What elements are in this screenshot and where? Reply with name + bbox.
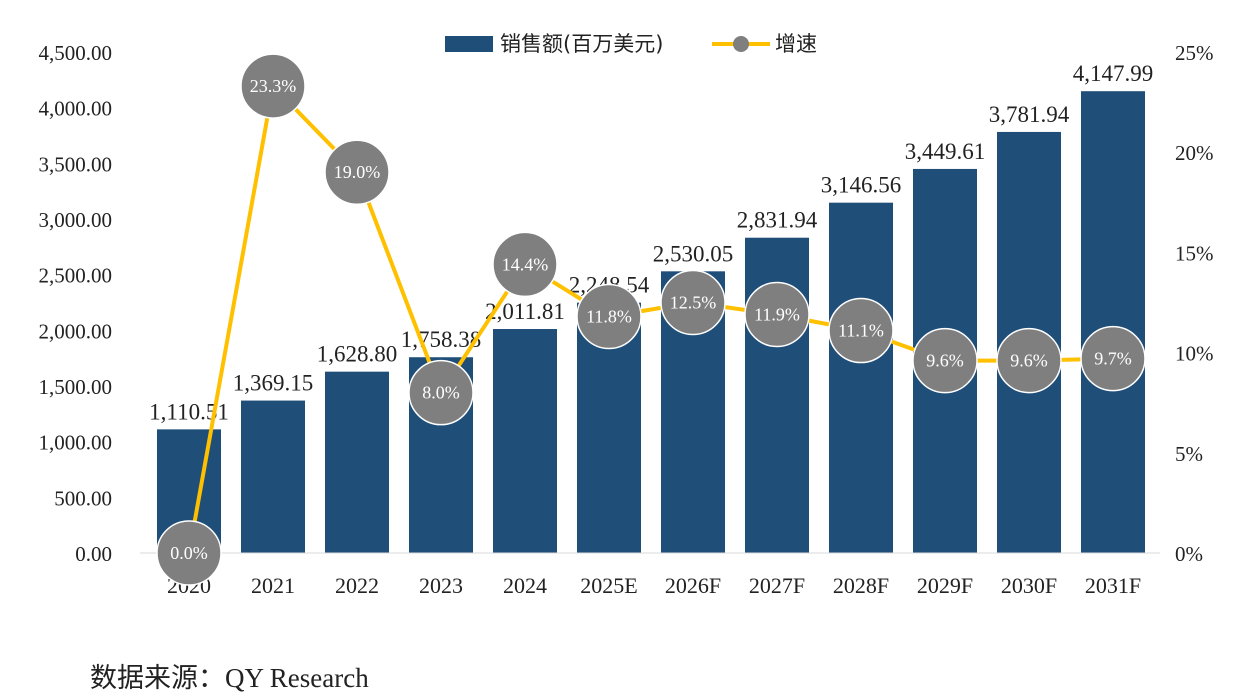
x-axis-tick-label: 2030F [1001,573,1057,598]
growth-marker [492,231,558,298]
left-axis-tick-label: 1,000.00 [39,431,113,455]
left-axis-tick-label: 3,000.00 [39,208,113,232]
left-axis-tick-label: 2,500.00 [39,264,113,288]
growth-value-label: 12.5% [670,293,717,313]
x-axis-tick-label: 2031F [1085,573,1141,598]
growth-marker [660,269,726,336]
x-axis-tick-label: 2023 [419,573,463,598]
bar-value-label: 3,146.56 [821,173,902,198]
growth-marker [324,139,390,205]
bar [241,400,305,553]
bar [829,202,893,553]
legend-line-marker [733,36,749,52]
growth-value-label: 11.8% [586,307,632,327]
legend-bar-swatch [445,36,493,52]
bar-value-label: 3,781.94 [989,102,1070,127]
left-axis-tick-label: 4,000.00 [39,97,113,121]
left-axis-tick-label: 500.00 [54,486,112,510]
growth-marker [996,327,1062,394]
x-axis-tick-label: 2022 [335,573,379,598]
growth-value-label: 14.4% [502,254,549,274]
growth-value-label: 23.3% [250,76,297,96]
bar-value-label: 2,530.05 [653,241,734,266]
growth-value-label: 11.9% [754,305,800,325]
left-axis-tick-label: 2,000.00 [39,319,113,343]
bar-value-label: 1,628.80 [317,342,398,367]
x-axis-tick-label: 2025E [580,573,637,598]
x-axis-tick-label: 2027F [749,573,805,598]
x-axis-tick-label: 2028F [833,573,889,598]
left-axis: 0.00 500.00 1,000.00 1,500.00 2,000.00 2,500.… [39,41,113,566]
legend-bar-label: 销售额(百万美元) [500,32,663,56]
growth-value-label: 19.0% [334,162,381,182]
x-axis-tick-label: 2026F [665,573,721,598]
left-axis-tick-label: 4,500.00 [39,41,113,65]
bar-value-label: 3,449.61 [905,139,986,164]
legend: 销售额(百万美元) 增速 [445,32,817,56]
growth-marker [240,53,306,119]
legend-line-label: 增速 [775,32,817,56]
x-axis-tick-label: 2021 [251,573,295,598]
bar [493,329,557,553]
growth-markers: 0.0% 23.3% 19.0% 8.0% 14.4% 11.8% 12.5% 11.9% 11… [156,53,1146,586]
left-axis-tick-label: 0.00 [75,542,112,566]
bar-value-label: 2,831.94 [737,208,818,233]
x-axis-tick-label: 2024 [503,573,547,598]
right-axis-tick-label: 10% [1175,342,1214,366]
right-axis-tick-label: 0% [1175,542,1203,566]
growth-marker [744,281,810,348]
right-axis: 0% 5% 10% 15% 20% 25% [1175,41,1214,566]
bars [157,91,1145,554]
growth-value-label: 9.7% [1094,349,1132,369]
source-note: 数据来源：QY Research [90,663,369,693]
chart: 销售额(百万美元) 增速 0.00 500.00 1,000.00 1,500.00 2… [39,32,1214,598]
growth-value-label: 8.0% [422,383,460,403]
growth-marker [576,283,642,350]
bar [1081,91,1145,554]
bar [325,371,389,553]
right-axis-tick-label: 25% [1175,41,1214,65]
right-axis-tick-label: 15% [1175,241,1214,265]
growth-marker [1080,325,1146,392]
growth-value-label: 9.6% [926,351,964,371]
bar-value-label: 4,147.99 [1073,61,1154,86]
growth-value-label: 0.0% [170,543,208,563]
bar-value-label: 2,011.81 [485,299,565,324]
growth-marker [156,520,222,586]
growth-value-label: 9.6% [1010,351,1048,371]
x-axis-tick-label: 2029F [917,573,973,598]
left-axis-tick-label: 1,500.00 [39,375,113,399]
x-axis: 202020212022202320242025E2026F2027F2028F… [140,552,1160,598]
growth-marker [912,327,978,394]
bar-value-label: 1,369.15 [233,371,314,396]
growth-marker [828,297,894,364]
right-axis-tick-label: 20% [1175,141,1214,165]
right-axis-tick-label: 5% [1175,442,1203,466]
growth-marker [408,359,474,426]
left-axis-tick-label: 3,500.00 [39,152,113,176]
growth-value-label: 11.1% [838,321,884,341]
